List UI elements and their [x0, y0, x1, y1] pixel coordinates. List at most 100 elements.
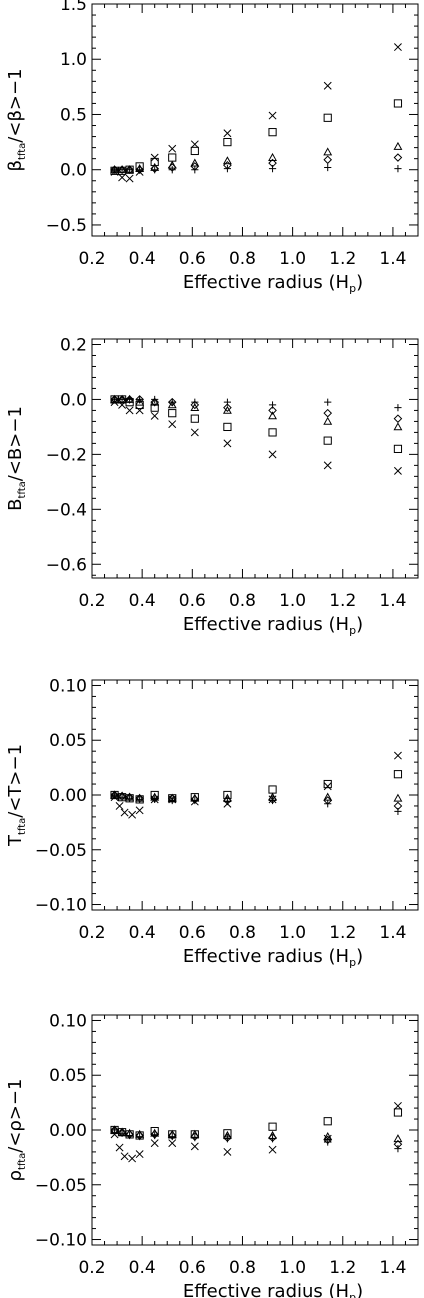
data-point-plus	[136, 795, 144, 803]
x-axis-title: Effective radius (Hp)	[183, 946, 363, 969]
y-tick-label: −0.4	[46, 500, 87, 520]
y-tick-label: −0.10	[35, 896, 87, 916]
data-point-square	[323, 436, 332, 445]
data-point-cross	[135, 1150, 144, 1159]
x-tick-label: 0.2	[78, 591, 105, 611]
data-point-diamond	[190, 400, 200, 410]
data-point-plus	[118, 1129, 126, 1137]
data-point-cross	[115, 801, 124, 810]
data-point-cross	[190, 1142, 199, 1151]
data-point-cross	[168, 144, 177, 153]
data-point-plus	[324, 163, 332, 172]
panel-4: 0.2 0.4 0.6 0.8 1.0 1.2 1.4 −0.10 −0.05 0.00 0.05 0…	[5, 1011, 419, 1298]
y-tick-label: −0.10	[35, 1231, 87, 1251]
data-point-cross	[393, 466, 402, 475]
x-axis-title: Effective radius (Hp)	[183, 272, 363, 295]
data-point-plus	[110, 166, 119, 174]
data-point-cross	[168, 1139, 177, 1148]
data-point-triangle	[150, 397, 160, 406]
x-tick-label: 0.6	[179, 591, 206, 611]
data-point-cross	[135, 806, 144, 815]
data-point-diamond	[223, 403, 232, 412]
data-point-cross	[150, 411, 159, 420]
data-point-cross	[190, 428, 199, 437]
y-axis-title: βtfta/<β>−1	[5, 68, 28, 171]
data-point-plus	[268, 401, 277, 409]
x-axis-title: Effective radius (Hp)	[183, 614, 363, 637]
data-point-cross	[118, 173, 127, 182]
x-tick-label: 0.4	[129, 591, 156, 611]
data-point-diamond	[117, 395, 127, 404]
data-point-triangle	[268, 411, 278, 420]
data-point-plus	[394, 807, 402, 816]
data-point-plus	[151, 1131, 159, 1140]
data-point-cross	[135, 406, 144, 415]
x-tick-label: 0.8	[229, 591, 256, 611]
data-point-triangle	[190, 158, 200, 167]
data-point-triangle	[323, 792, 333, 801]
data-point-plus	[223, 797, 232, 806]
data-point-plus	[191, 796, 199, 805]
data-point-cross	[223, 439, 232, 448]
data-point-cross	[120, 808, 129, 817]
data-point-square	[393, 770, 403, 779]
y-tick-label: 1.0	[60, 50, 87, 70]
data-point-plus	[223, 1135, 232, 1143]
x-tick-label: 1.2	[329, 591, 356, 611]
y-tick-label: 0.00	[49, 786, 87, 806]
data-point-triangle	[323, 147, 333, 156]
data-point-plus	[136, 166, 144, 174]
x-tick-label: 1.2	[329, 249, 356, 269]
data-point-plus	[110, 791, 119, 799]
x-tick-label: 0.6	[179, 923, 206, 943]
y-axis-title: Ttfta/<T>−1	[5, 744, 28, 847]
data-point-square	[190, 146, 199, 156]
data-point-square	[323, 113, 332, 122]
y-tick-label: −0.2	[46, 445, 87, 465]
data-point-cross	[128, 1154, 137, 1163]
data-point-plus	[268, 1135, 277, 1143]
y-tick-label: 1.5	[60, 0, 87, 15]
y-tick-label: −0.05	[35, 1176, 87, 1196]
data-point-diamond	[393, 153, 403, 162]
data-point-diamond	[125, 395, 134, 404]
plot-frame	[91, 338, 419, 579]
data-point-diamond	[393, 414, 403, 423]
data-point-plus	[151, 166, 159, 174]
data-point-plus	[324, 1138, 332, 1146]
data-point-cross	[190, 140, 199, 149]
data-point-square	[150, 403, 159, 412]
data-point-plus	[394, 1145, 402, 1153]
x-tick-label: 1.4	[379, 923, 406, 943]
data-point-square	[168, 153, 177, 162]
y-tick-label: 0.10	[49, 1011, 87, 1031]
data-point-cross	[125, 406, 134, 415]
data-point-plus	[136, 395, 144, 404]
data-point-square	[168, 409, 177, 418]
data-point-triangle	[222, 405, 232, 414]
x-tick-label: 1.0	[279, 249, 306, 269]
y-tick-label: 0.2	[60, 335, 87, 355]
y-tick-label: 0.0	[60, 161, 87, 181]
data-point-plus	[168, 166, 176, 174]
data-point-cross	[125, 174, 134, 183]
data-point-diamond	[135, 395, 144, 404]
x-tick-label: 1.0	[279, 1258, 306, 1278]
data-point-diamond	[323, 155, 333, 165]
data-point-plus	[118, 793, 126, 801]
data-point-triangle	[222, 156, 232, 165]
y-tick-label: 0.5	[60, 105, 87, 125]
y-tick-label: 0.00	[49, 1121, 87, 1141]
x-tick-label: 0.4	[129, 923, 156, 943]
y-tick-label: −0.5	[46, 216, 87, 236]
data-point-cross	[268, 111, 277, 120]
data-point-plus	[126, 1131, 134, 1140]
data-point-plus	[151, 795, 159, 803]
data-point-diamond	[268, 406, 277, 415]
plot-frame	[91, 3, 419, 237]
panel-3: 0.2 0.4 0.6 0.8 1.0 1.2 1.4 −0.10 −0.05 0.00 0.05 0…	[5, 676, 419, 969]
y-tick-label: −0.05	[35, 841, 87, 861]
data-point-square	[223, 422, 232, 432]
data-point-cross	[128, 810, 137, 819]
data-point-plus	[168, 1132, 176, 1141]
